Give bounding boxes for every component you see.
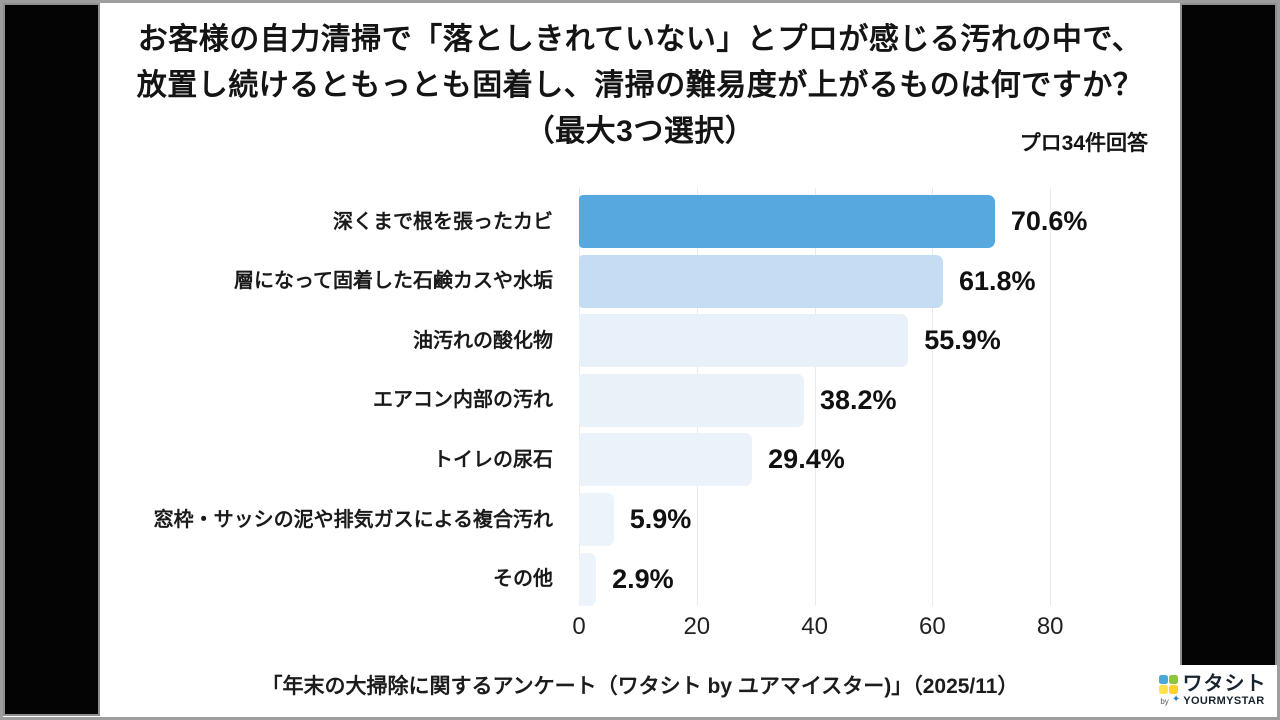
source-caption: 「年末の大掃除に関するアンケート（ワタシト by ユアマイスター)」（2025/…	[261, 675, 1019, 698]
logo-icon-quadrant	[1158, 684, 1168, 694]
value-label: 61.8%	[959, 265, 1036, 296]
category-label: 深くまで根を張ったカビ	[333, 210, 553, 233]
x-tick-label: 80	[1036, 613, 1064, 640]
brand-logo-top-row: ワタシト	[1158, 673, 1267, 695]
company-name: YOURMYSTAR	[1183, 695, 1265, 707]
sample-size-note: プロ34件回答	[1019, 132, 1148, 155]
bar	[579, 373, 804, 427]
value-label: 55.9%	[924, 325, 1001, 356]
category-label: 油汚れの酸化物	[413, 329, 553, 352]
bar	[579, 433, 753, 487]
category-label: エアコン内部の汚れ	[373, 389, 553, 412]
left-black-bar	[3, 3, 100, 716]
category-label: トイレの尿石	[433, 448, 553, 471]
watashito-logo-icon	[1158, 674, 1178, 694]
x-tick-label: 40	[801, 613, 828, 640]
chart-title-line-2: 放置し続けるともっとも固着し、清掃の難易度が上がるものは何ですか？	[136, 69, 1144, 102]
by-label: by	[1160, 696, 1169, 706]
bar	[579, 314, 909, 368]
value-label: 70.6%	[1010, 206, 1088, 236]
chart-title-line-1: お客様の自力清掃で「落としきれていない」とプロが感じる汚れの中で、	[137, 23, 1143, 56]
logo-icon-quadrant	[1158, 674, 1168, 684]
sparkle-icon: ✦	[1171, 694, 1181, 705]
logo-icon-quadrant	[1168, 674, 1178, 684]
value-label: 2.9%	[612, 563, 674, 594]
bar	[579, 552, 597, 606]
category-label: 層になって固着した石鹸カスや水垢	[234, 270, 553, 293]
brand-name: ワタシト	[1182, 673, 1267, 695]
value-label: 5.9%	[629, 504, 692, 534]
bar	[579, 254, 943, 308]
bar	[579, 493, 614, 546]
category-label: 窓枠・サッシの泥や排気ガスによる複合汚れ	[153, 508, 553, 531]
chart-title-line-3: （最大3つ選択）	[524, 115, 756, 148]
brand-logo-bottom-row: by ✦ YOURMYSTAR	[1160, 694, 1265, 708]
value-label: 29.4%	[768, 444, 845, 475]
x-tick-label: 20	[683, 613, 711, 640]
gridline	[1050, 188, 1052, 606]
x-tick-label: 60	[919, 613, 946, 640]
chart-title: お客様の自力清掃で「落としきれていない」とプロが感じる汚れの中で、 放置し続ける…	[100, 17, 1180, 155]
gridline	[932, 188, 934, 606]
category-label: その他	[493, 568, 553, 591]
value-label: 38.2%	[819, 384, 897, 415]
right-black-bar	[1180, 3, 1277, 716]
logo-icon-quadrant	[1168, 684, 1178, 694]
brand-logo: ワタシト by ✦ YOURMYSTAR	[1144, 665, 1277, 716]
bar	[579, 195, 995, 248]
x-tick-label: 0	[572, 613, 586, 640]
gridline	[814, 188, 816, 606]
